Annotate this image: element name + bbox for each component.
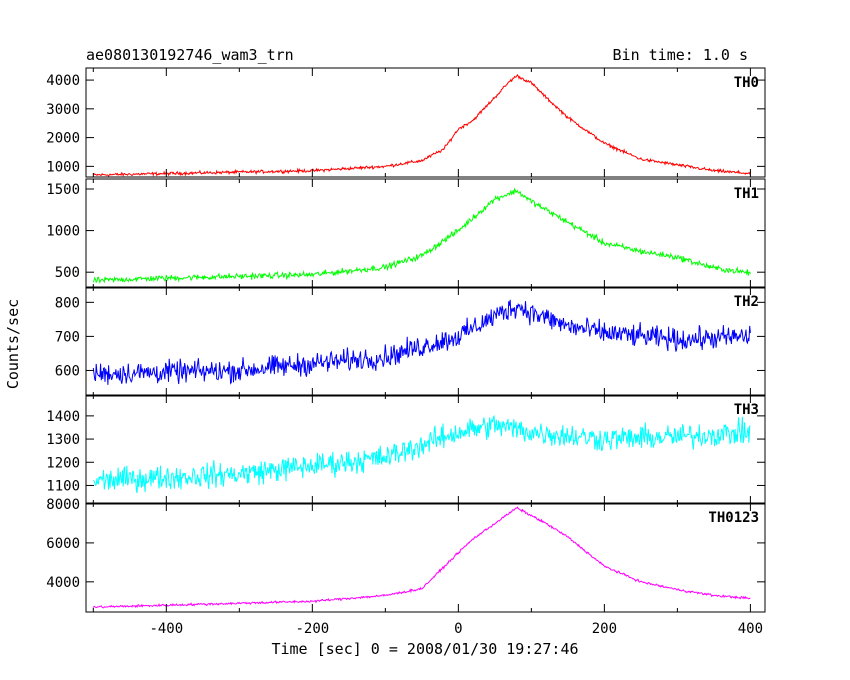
y-tick-label: 3000 xyxy=(46,102,80,118)
x-tick-label: -200 xyxy=(295,621,329,637)
y-tick-label: 2000 xyxy=(46,131,80,147)
bin-time-label: Bin time: 1.0 s xyxy=(613,46,748,64)
y-tick-label: 1400 xyxy=(46,409,80,425)
panel-label-th1: TH1 xyxy=(734,186,759,202)
y-tick-label: 1000 xyxy=(46,224,80,240)
panel-label-th0123: TH0123 xyxy=(708,510,759,526)
panels-group: TH01000200030004000TH150010001500TH26007… xyxy=(46,67,766,637)
y-tick-label: 1500 xyxy=(46,182,80,198)
panel-frame-th1 xyxy=(85,178,766,289)
y-tick-label: 1000 xyxy=(46,159,80,175)
y-tick-label: 500 xyxy=(55,265,80,281)
panel-frame-th2 xyxy=(85,286,766,397)
y-axis-label: Counts/sec xyxy=(4,299,22,389)
y-tick-label: 4000 xyxy=(46,575,80,591)
y-tick-label: 4000 xyxy=(46,73,80,89)
y-tick-label: 8000 xyxy=(46,497,80,513)
chart-title: ae080130192746_wam3_trn xyxy=(86,46,294,64)
y-tick-label: 1100 xyxy=(46,478,80,494)
y-tick-label: 700 xyxy=(55,329,80,345)
series-line-th0123 xyxy=(92,506,751,609)
x-tick-label: 200 xyxy=(592,621,617,637)
panel-label-th2: TH2 xyxy=(734,294,759,310)
x-tick-label: 0 xyxy=(454,621,462,637)
panel-label-th0: TH0 xyxy=(734,75,759,91)
x-tick-label: 400 xyxy=(738,621,763,637)
panel-frame-th0123 xyxy=(85,502,766,613)
panel-label-th3: TH3 xyxy=(734,402,759,418)
y-tick-label: 6000 xyxy=(46,536,80,552)
x-tick-label: -400 xyxy=(149,621,183,637)
series-line-th0 xyxy=(92,74,751,177)
panel-frame-th0 xyxy=(85,67,766,178)
series-line-th1 xyxy=(92,187,751,284)
series-line-th3 xyxy=(92,414,751,494)
series-line-th2 xyxy=(92,299,751,385)
y-tick-label: 800 xyxy=(55,295,80,311)
panel-frame-th3 xyxy=(85,394,766,505)
y-tick-label: 1300 xyxy=(46,432,80,448)
y-tick-label: 600 xyxy=(55,363,80,379)
x-axis-label: Time [sec] 0 = 2008/01/30 19:27:46 xyxy=(271,640,578,658)
y-tick-label: 1200 xyxy=(46,455,80,471)
